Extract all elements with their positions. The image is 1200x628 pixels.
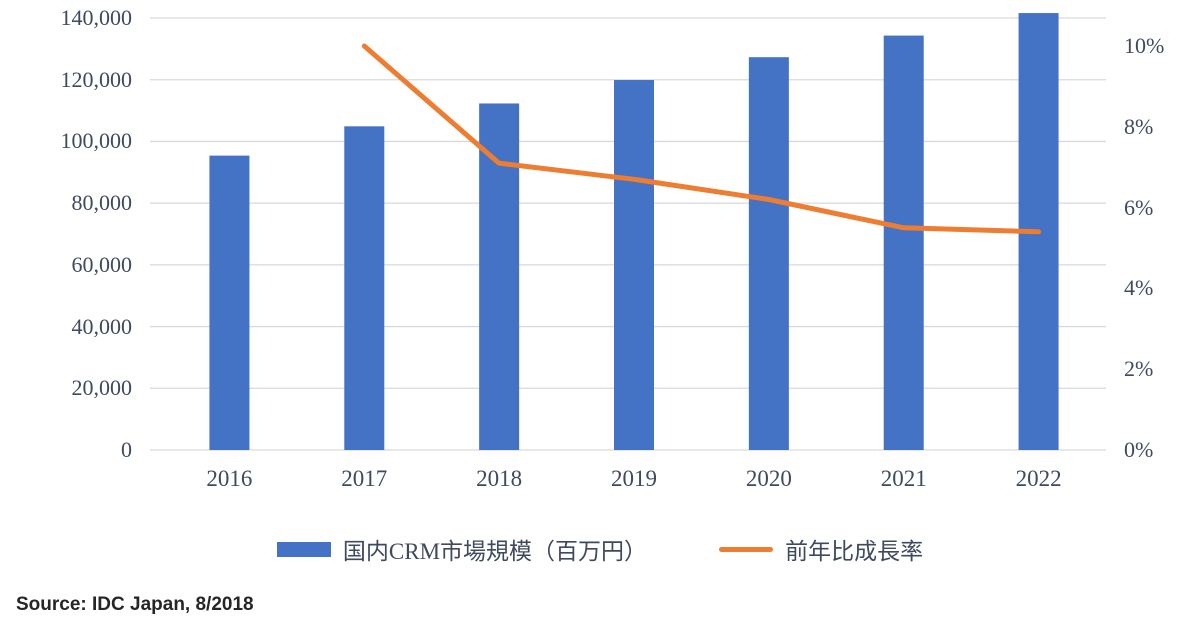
line-series-swatch [719, 546, 774, 552]
y-axis-left-tick-label: 0 [121, 437, 132, 462]
bar-2018 [479, 103, 520, 450]
x-axis: 2016 2017 2018 2019 2020 2021 2022 [0, 464, 1200, 496]
y-axis-left-tick-label: 120,000 [60, 66, 133, 92]
y-axis-right-tick-label: 6% [1124, 194, 1154, 220]
source-note: Source: IDC Japan, 8/2018 [16, 594, 254, 615]
legend: 国内CRM市場規模（百万円） 前年比成長率 [0, 532, 1200, 566]
y-axis-right-tick-label: 8% [1124, 113, 1154, 139]
bar-series-swatch [276, 541, 331, 557]
y-axis-left-tick-label: 40,000 [71, 313, 133, 339]
bar-2020 [748, 57, 789, 451]
legend-item-market-size: 国内CRM市場規模（百万円） [276, 532, 648, 566]
bar-2019 [614, 80, 654, 450]
x-axis-tick-label-2019: 2019 [610, 466, 657, 491]
x-axis-tick-label-2017: 2017 [341, 466, 388, 491]
bar-2016 [209, 155, 250, 450]
y-axis-left-tick-label: 20,000 [71, 375, 133, 401]
x-axis-tick-label-2021: 2021 [880, 466, 927, 491]
y-axis-left-tick-label: 80,000 [71, 190, 133, 216]
legend-item-growth-rate: 前年比成長率 [719, 532, 923, 566]
bar-series-label: 国内CRM市場規模（百万円） [342, 539, 648, 564]
y-axis-right-tick-label: 0% [1124, 437, 1154, 462]
x-axis-tick-label-2022: 2022 [1015, 466, 1062, 491]
y-axis-right-tick-label: 4% [1124, 275, 1154, 301]
bar-2017 [344, 126, 385, 451]
growth-rate-line [361, 43, 1042, 235]
y-axis-left-tick-label: 140,000 [60, 5, 133, 30]
y-axis-left-tick-label: 60,000 [71, 251, 133, 277]
x-axis-tick-label-2020: 2020 [745, 466, 792, 491]
bar-2021 [883, 35, 924, 451]
y-axis-right-tick-label: 10% [1124, 33, 1165, 58]
x-axis-tick-label-2016: 2016 [206, 466, 253, 491]
x-axis-tick-label-2018: 2018 [476, 466, 523, 491]
line-series-label: 前年比成長率 [785, 539, 924, 564]
y-axis-right-tick-label: 2% [1124, 356, 1154, 382]
y-axis-left-tick-label: 100,000 [60, 128, 133, 154]
